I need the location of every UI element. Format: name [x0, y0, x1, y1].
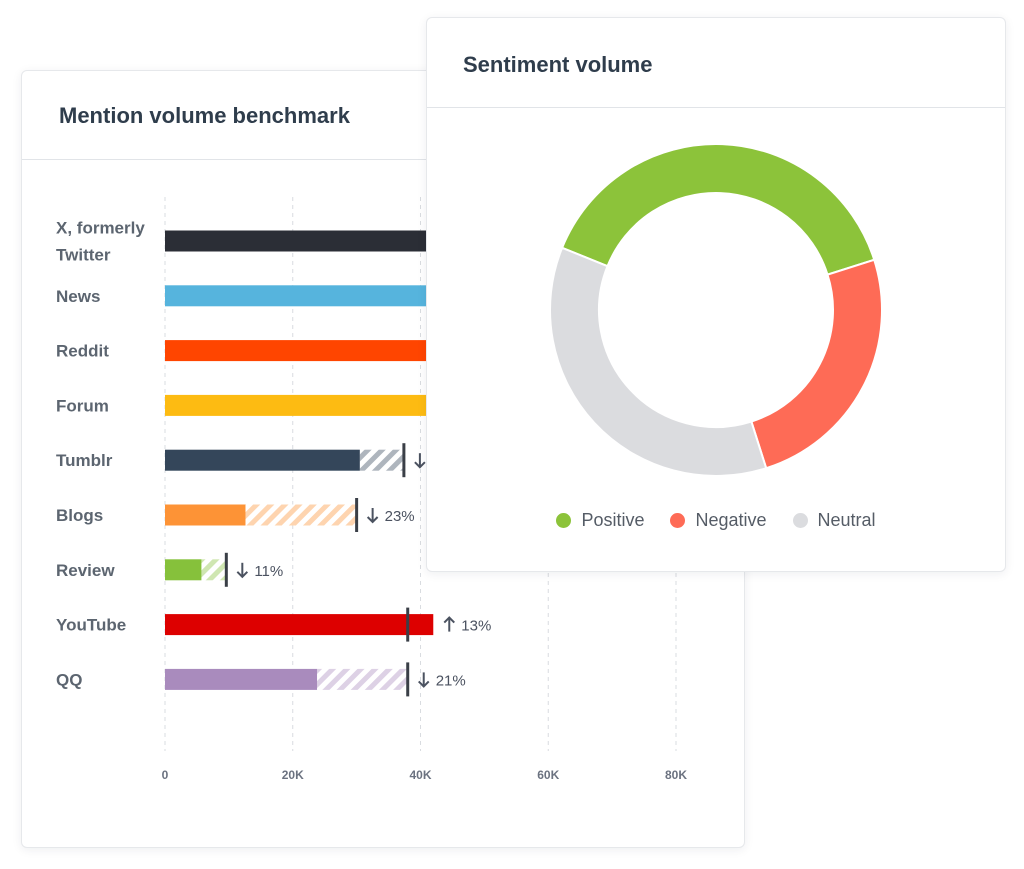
sentiment-legend: Positive Negative Neutral: [427, 510, 1005, 531]
legend-dot: [792, 513, 808, 528]
change-label: 23%: [385, 508, 415, 525]
sentiment-card-divider: [427, 107, 1005, 108]
category-label: QQ: [56, 670, 82, 689]
sentiment-volume-card: Sentiment volume Positive Negative Neutral: [426, 17, 1006, 572]
x-tick-label: 60K: [537, 768, 559, 782]
bar-news: [165, 285, 427, 307]
x-tick-label: 40K: [409, 768, 431, 782]
category-label: Review: [56, 561, 115, 580]
bar-forum: [165, 394, 427, 416]
bar-benchmark-gap-tumblr: [359, 449, 404, 471]
bar-x-formerly-twitter: [165, 230, 427, 252]
legend-item-neutral: Neutral: [792, 510, 876, 531]
category-label: News: [56, 287, 100, 306]
bar-review: [165, 559, 202, 581]
bar-qq: [165, 668, 318, 690]
arrow-up-icon: [443, 616, 455, 632]
legend-item-positive: Positive: [556, 510, 644, 531]
arrow-down-icon: [366, 508, 379, 524]
x-tick-label: 20K: [282, 768, 304, 782]
arrow-down-icon: [418, 672, 430, 688]
change-label: 13%: [461, 618, 491, 635]
mention-card-divider: [22, 159, 744, 160]
bar-reddit: [165, 340, 427, 362]
sentiment-donut-chart: [549, 143, 883, 477]
legend-label: Neutral: [817, 510, 876, 530]
bar-benchmark-gap-blogs: [245, 504, 357, 526]
arrow-down-icon: [414, 453, 426, 469]
category-label: Forum: [56, 396, 109, 415]
mention-card-title: Mention volume benchmark: [59, 103, 350, 128]
donut-slice-negative: [750, 258, 883, 470]
change-label: 21%: [436, 672, 466, 689]
bar-tumblr: [165, 449, 360, 471]
legend-label: Negative: [695, 510, 767, 530]
sentiment-card-title: Sentiment volume: [463, 52, 653, 77]
donut-slice-neutral: [549, 246, 768, 477]
bar-benchmark-gap-review: [201, 559, 227, 581]
legend-dot: [670, 513, 686, 528]
legend-label: Positive: [581, 510, 645, 530]
bar-youtube: [165, 614, 434, 636]
x-tick-label: 80K: [665, 768, 687, 782]
x-tick-label: 0: [162, 768, 169, 782]
mention-bar-chart: 0 20K 40K 60K 80K X, formerly Twitter News Reddi…: [56, 197, 687, 782]
bar-benchmark-gap-qq: [317, 668, 408, 690]
category-label: Blogs: [56, 506, 103, 525]
donut-slice-positive: [560, 143, 876, 276]
legend-dot: [556, 513, 572, 528]
bar-blogs: [165, 504, 246, 526]
category-label: X, formerly Twitter: [56, 219, 145, 265]
legend-item-negative: Negative: [670, 510, 767, 531]
arrow-down-icon: [236, 562, 249, 579]
category-label: Reddit: [56, 342, 109, 361]
change-label: 11%: [254, 563, 283, 580]
category-label: Tumblr: [56, 451, 113, 470]
category-label: YouTube: [56, 616, 126, 635]
